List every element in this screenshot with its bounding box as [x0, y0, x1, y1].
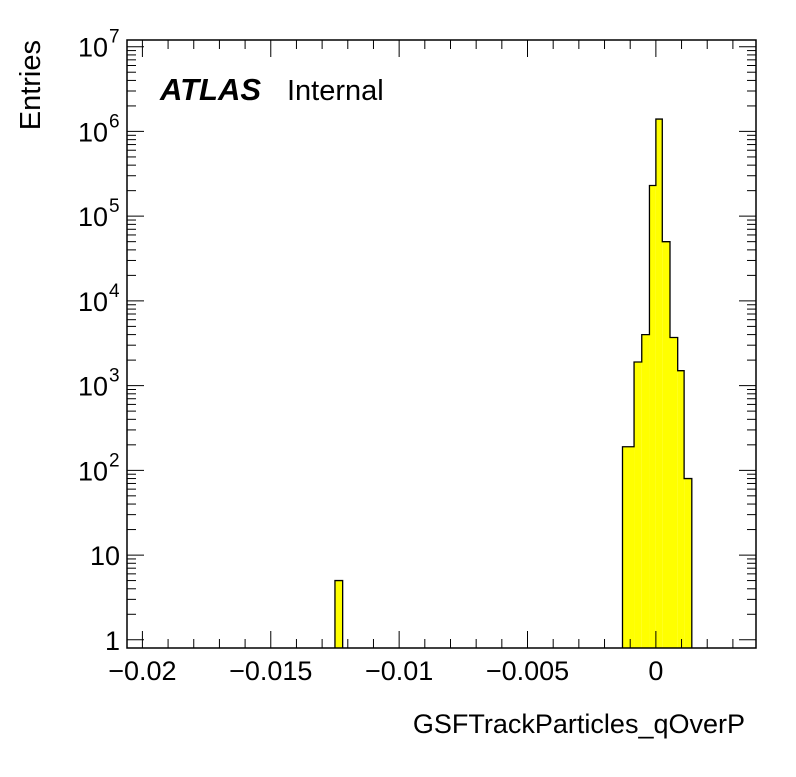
y-tick-exponent: 4	[109, 281, 120, 302]
y-tick-exponent: 5	[109, 196, 120, 217]
y-tick-label: 10	[78, 456, 108, 486]
y-tick-exponent: 7	[109, 27, 120, 48]
plot-frame	[126, 39, 757, 649]
histogram-bars	[334, 119, 692, 649]
status-label: Internal	[287, 75, 384, 107]
histogram-bar	[649, 185, 656, 648]
histogram-bar	[641, 334, 650, 648]
y-tick-label: 10	[78, 33, 108, 63]
x-tick-label: −0.005	[486, 656, 569, 686]
x-tick-label: −0.02	[108, 656, 176, 686]
y-tick-label: 10	[78, 202, 108, 232]
y-tick-label: 10	[90, 541, 120, 571]
axis-ticks	[127, 40, 756, 648]
histogram-bar	[684, 478, 692, 648]
x-tick-label: −0.01	[365, 656, 433, 686]
histogram-outline	[334, 118, 693, 648]
x-tick-label: −0.015	[229, 656, 312, 686]
x-tick-labels: −0.02 −0.015 −0.01 −0.005 0	[108, 656, 663, 686]
x-axis-label: GSFTrackParticles_qOverP	[413, 709, 745, 739]
histogram-step-line	[621, 118, 693, 648]
atlas-label: ATLAS	[159, 72, 261, 107]
x-tick-label: 0	[648, 656, 663, 686]
y-axis-label: Entries	[15, 40, 47, 130]
histogram-step-line	[334, 579, 344, 648]
histogram-bar	[655, 119, 663, 649]
y-tick-exponent: 2	[109, 450, 120, 471]
y-tick-exponent: 3	[109, 366, 120, 387]
histogram-bar	[634, 361, 642, 648]
y-tick-exponent: 6	[109, 111, 120, 132]
y-tick-label: 1	[105, 626, 120, 656]
y-tick-label: 10	[78, 287, 108, 317]
histogram-bar	[622, 446, 635, 648]
histogram-bar	[669, 337, 678, 648]
histogram-bar	[677, 370, 685, 648]
histogram-bar	[662, 241, 670, 648]
y-tick-label: 10	[78, 117, 108, 147]
histogram-bar	[334, 580, 343, 648]
y-tick-label: 10	[78, 372, 108, 402]
